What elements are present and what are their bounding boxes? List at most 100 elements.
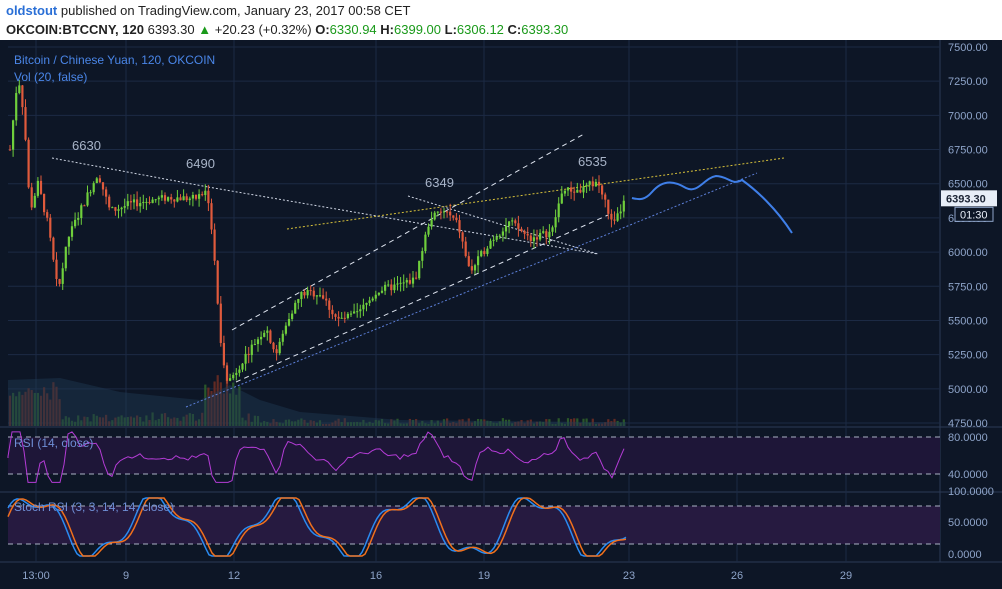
stoch-rsi-pane bbox=[7, 497, 940, 557]
volume-bar bbox=[207, 387, 210, 426]
candle-body bbox=[585, 184, 588, 187]
price-tags: 6393.30 01:30 bbox=[941, 190, 997, 222]
candle-body bbox=[597, 181, 601, 186]
candle-body bbox=[535, 237, 539, 240]
forecast-curve bbox=[631, 174, 793, 234]
high-value: 6399.00 bbox=[394, 22, 441, 37]
volume-bar bbox=[77, 415, 80, 426]
candle-body bbox=[204, 190, 207, 196]
candle-body bbox=[315, 295, 318, 297]
candle-body bbox=[452, 215, 455, 218]
candle-body bbox=[157, 197, 160, 200]
volume-bar bbox=[532, 423, 535, 426]
stoch-band bbox=[8, 506, 940, 544]
volume-bar bbox=[256, 416, 260, 426]
candle-body bbox=[55, 259, 58, 280]
candle-body bbox=[114, 207, 117, 211]
annotation-6490: 6490 bbox=[186, 156, 215, 171]
candle-body bbox=[160, 195, 163, 198]
volume-bar bbox=[27, 388, 30, 426]
resistance-line-extension bbox=[207, 186, 599, 255]
candle-body bbox=[529, 235, 532, 242]
volume-bar bbox=[390, 419, 393, 426]
rsi-band bbox=[8, 437, 940, 474]
candle-body bbox=[563, 190, 566, 194]
candle-body bbox=[554, 217, 557, 228]
volume-bar bbox=[36, 392, 39, 426]
volume-bar bbox=[46, 393, 49, 426]
volume-bar bbox=[545, 419, 548, 426]
price-tick-label: 5250.00 bbox=[948, 350, 988, 362]
candle-body bbox=[396, 283, 399, 285]
candle-body bbox=[111, 207, 114, 209]
candle-body bbox=[362, 304, 365, 310]
price-chart[interactable]: 7500.007250.007000.006750.006500.006250.… bbox=[0, 40, 1002, 589]
volume-bar bbox=[58, 399, 61, 426]
volume-bar bbox=[436, 420, 439, 426]
candle-body bbox=[142, 201, 145, 204]
candle-body bbox=[46, 212, 49, 218]
volume-bar bbox=[300, 418, 303, 426]
candle-body bbox=[300, 291, 303, 300]
candle-body bbox=[582, 186, 585, 193]
chart-labels: Bitcoin / Chinese Yuan, 120, OKCOIN Vol … bbox=[14, 53, 607, 514]
candle-body bbox=[542, 231, 545, 233]
volume-bar bbox=[80, 420, 83, 426]
candle-body bbox=[477, 256, 480, 266]
candle-body bbox=[427, 226, 430, 235]
candle-body bbox=[402, 282, 405, 284]
volume-bar bbox=[278, 422, 281, 426]
candle-body bbox=[430, 219, 433, 227]
author-link[interactable]: oldstout bbox=[6, 3, 58, 18]
volume-bar bbox=[291, 421, 294, 426]
symbol-label[interactable]: OKCOIN:BTCCNY, 120 bbox=[6, 22, 144, 37]
candle-body bbox=[449, 211, 452, 216]
volume-bar bbox=[442, 419, 446, 426]
chart-header: oldstout published on TradingView.com, J… bbox=[0, 0, 1002, 40]
volume-bar bbox=[284, 419, 287, 426]
volume-bar bbox=[309, 420, 312, 426]
candle-body bbox=[365, 302, 368, 305]
candle-body bbox=[154, 199, 157, 201]
candle-body bbox=[570, 187, 573, 192]
rsi-title: RSI (14, close) bbox=[14, 436, 93, 450]
candle-body bbox=[424, 234, 427, 252]
volume-bar bbox=[526, 420, 529, 426]
time-axis[interactable]: 13:00 9 12 16 19 23 26 29 bbox=[22, 570, 852, 582]
candle-body bbox=[318, 295, 322, 297]
volume-bar bbox=[201, 412, 204, 426]
volume-bar bbox=[368, 421, 371, 426]
volume-bar bbox=[517, 421, 520, 426]
volume-bar bbox=[225, 371, 229, 426]
volume-bar bbox=[111, 420, 114, 426]
candle-body bbox=[232, 375, 235, 379]
low-label: L: bbox=[444, 22, 457, 37]
candle-body bbox=[433, 212, 436, 220]
volume-bar bbox=[98, 417, 101, 426]
candle-body bbox=[480, 251, 483, 257]
candle-body bbox=[229, 378, 232, 381]
volume-bar bbox=[449, 422, 452, 426]
candle-body bbox=[194, 194, 198, 199]
candle-body bbox=[241, 363, 244, 370]
candle-body bbox=[83, 205, 86, 207]
volume-bar bbox=[452, 421, 455, 426]
candle-body bbox=[408, 280, 411, 284]
time-tick-label: 9 bbox=[123, 570, 129, 582]
candle-body bbox=[390, 284, 393, 291]
candle-body bbox=[508, 221, 511, 227]
candle-body bbox=[607, 199, 610, 214]
volume-bar bbox=[306, 422, 309, 426]
volume-bars bbox=[8, 371, 626, 426]
volume-bar bbox=[334, 420, 337, 426]
candle-body bbox=[27, 139, 30, 188]
candle-body bbox=[328, 300, 331, 310]
candle-body bbox=[483, 251, 486, 255]
candle-body bbox=[517, 223, 520, 229]
candle-body bbox=[244, 353, 247, 364]
candle-body bbox=[619, 211, 622, 214]
candle-body bbox=[287, 318, 291, 326]
volume-bar bbox=[473, 421, 477, 426]
volume-bar bbox=[384, 423, 387, 426]
volume-bar bbox=[523, 423, 526, 426]
